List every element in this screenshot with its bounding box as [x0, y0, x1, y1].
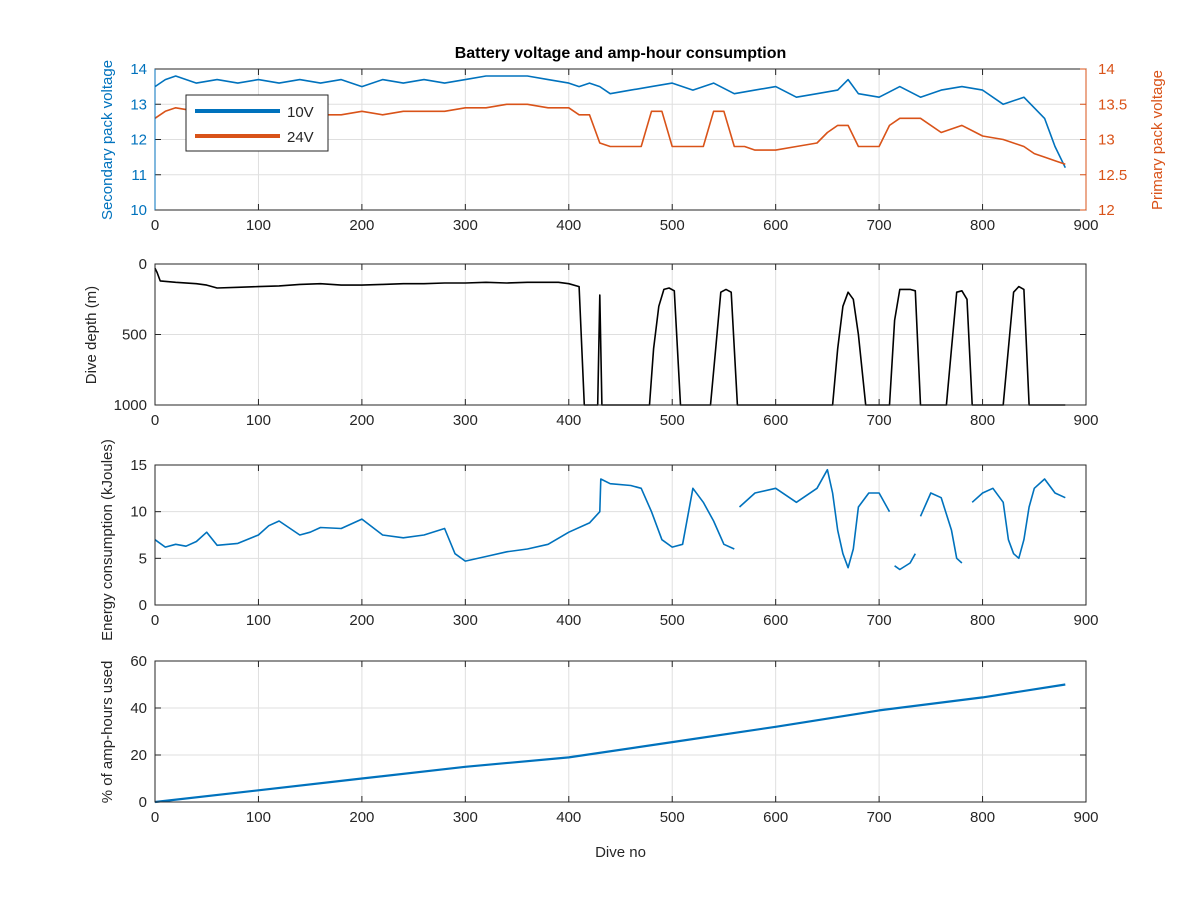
depth-x-tick-label: 600 — [763, 412, 788, 429]
amp-hours-y-tick-label: 40 — [130, 700, 147, 717]
energy-series-line-3 — [919, 492, 963, 564]
energy-y-tick-label: 15 — [130, 457, 147, 474]
amp-hours-x-tick-label: 400 — [556, 809, 581, 826]
voltage-right-y-tick-label: 13 — [1098, 132, 1115, 149]
depth-x-tick-label: 800 — [970, 412, 995, 429]
voltage-x-tick-label: 400 — [556, 217, 581, 234]
depth-axes: 0 100 200 300 400 500 600 700 800 900 0 500 1000 — [114, 256, 1099, 429]
amp-hours-y-tick-label: 60 — [130, 653, 147, 670]
amp-hours-x-tick-label: 200 — [349, 809, 374, 826]
energy-x-tick-label: 0 — [151, 612, 159, 629]
voltage-right-y-tick-label: 12.5 — [1098, 167, 1127, 184]
energy-x-tick-label: 800 — [970, 612, 995, 629]
energy-x-tick-label: 200 — [349, 612, 374, 629]
voltage-right-y-tick-label: 12 — [1098, 202, 1115, 219]
voltage-right-y-tick-label: 13.5 — [1098, 96, 1127, 113]
voltage-right-y-tick-label: 14 — [1098, 61, 1115, 78]
depth-y-tick-label: 500 — [122, 327, 147, 344]
energy-series-line-0 — [154, 478, 735, 562]
depth-x-tick-label: 900 — [1073, 412, 1098, 429]
depth-y-tick-label: 0 — [139, 256, 147, 273]
depth-x-tick-label: 200 — [349, 412, 374, 429]
energy-x-tick-label: 900 — [1073, 612, 1098, 629]
energy-x-tick-label: 500 — [660, 612, 685, 629]
amp-hours-series-line-0 — [154, 683, 1066, 804]
depth-y-label: Dive depth (m) — [83, 286, 100, 384]
voltage-y-tick-label: 14 — [130, 61, 147, 78]
depth-x-tick-label: 300 — [453, 412, 478, 429]
x-axis-label: Dive no — [595, 844, 646, 861]
voltage-x-tick-label: 800 — [970, 217, 995, 234]
legend-label-24V: 24V — [287, 129, 314, 146]
legend-box — [185, 94, 329, 152]
voltage-x-tick-label: 500 — [660, 217, 685, 234]
energy-y-tick-label: 10 — [130, 504, 147, 521]
voltage-x-tick-label: 100 — [246, 217, 271, 234]
energy-y-tick-label: 5 — [139, 550, 147, 567]
energy-x-tick-label: 700 — [867, 612, 892, 629]
legend-label-10V: 10V — [287, 104, 314, 121]
amp-hours-axes: 0 100 200 300 400 500 600 700 800 900 0 20 40 60 — [130, 653, 1098, 826]
voltage-x-tick-label: 600 — [763, 217, 788, 234]
voltage-x-tick-label: 700 — [867, 217, 892, 234]
voltage-x-tick-label: 200 — [349, 217, 374, 234]
primary-voltage-y-label: Primary pack voltage — [1149, 70, 1166, 210]
energy-series-line-4 — [971, 478, 1066, 560]
amp-hours-x-tick-label: 600 — [763, 809, 788, 826]
amp-hours-x-tick-label: 0 — [151, 809, 159, 826]
amp-hours-x-tick-label: 300 — [453, 809, 478, 826]
energy-axes: 0 100 200 300 400 500 600 700 800 900 0 5 10 15 — [130, 457, 1098, 629]
voltage-y-tick-label: 12 — [130, 132, 147, 149]
voltage-series-line-10V — [154, 75, 1067, 169]
depth-x-tick-label: 400 — [556, 412, 581, 429]
amp-hours-x-tick-label: 100 — [246, 809, 271, 826]
voltage-axes: 0 100 200 300 400 500 600 700 800 900 10 11 12 13 14 12… — [130, 61, 1127, 234]
voltage-series-line-24V — [154, 103, 1066, 165]
voltage-x-tick-label: 900 — [1073, 217, 1098, 234]
energy-y-label: Energy consumption (kJoules) — [99, 439, 116, 641]
amp-hours-y-tick-label: 0 — [139, 794, 147, 811]
chart-title: Battery voltage and amp-hour consumption — [455, 45, 787, 62]
energy-x-tick-label: 100 — [246, 612, 271, 629]
energy-y-tick-label: 0 — [139, 597, 147, 614]
depth-x-tick-label: 700 — [867, 412, 892, 429]
energy-axes-box — [154, 464, 1087, 606]
voltage-y-tick-label: 10 — [130, 202, 147, 219]
amp-hours-x-tick-label: 900 — [1073, 809, 1098, 826]
energy-x-tick-label: 400 — [556, 612, 581, 629]
amp-hours-y-label: % of amp-hours used — [99, 661, 116, 804]
energy-x-tick-label: 300 — [453, 612, 478, 629]
depth-x-tick-label: 500 — [660, 412, 685, 429]
depth-x-tick-label: 0 — [151, 412, 159, 429]
energy-series-line-1 — [738, 468, 891, 569]
depth-x-tick-label: 100 — [246, 412, 271, 429]
amp-hours-axes-box — [154, 660, 1087, 803]
amp-hours-x-tick-label: 700 — [867, 809, 892, 826]
energy-x-tick-label: 600 — [763, 612, 788, 629]
voltage-y-tick-label: 11 — [131, 167, 147, 184]
depth-y-tick-label: 1000 — [114, 397, 147, 414]
depth-series-line-0 — [154, 267, 1066, 406]
voltage-y-label: Secondary pack voltage — [99, 60, 116, 220]
voltage-x-tick-label: 0 — [151, 217, 159, 234]
voltage-y-tick-label: 13 — [130, 96, 147, 113]
amp-hours-x-tick-label: 500 — [660, 809, 685, 826]
amp-hours-y-tick-label: 20 — [130, 747, 147, 764]
energy-series-line-2 — [894, 553, 916, 571]
voltage-x-tick-label: 300 — [453, 217, 478, 234]
amp-hours-x-tick-label: 800 — [970, 809, 995, 826]
